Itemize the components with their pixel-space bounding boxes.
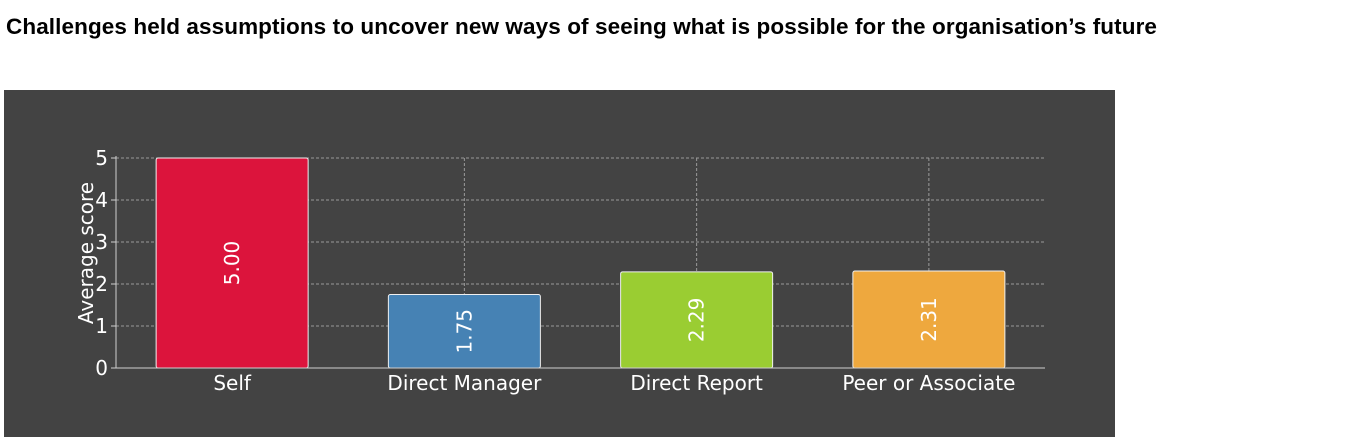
x-tick-label: Direct Report bbox=[630, 371, 763, 395]
data-label: 2.29 bbox=[685, 298, 709, 343]
data-label: 5.00 bbox=[220, 241, 244, 286]
labels: 0 1 2 3 4 5 5.00 Self 1.75 Direct Manager 2.29 Dire… bbox=[74, 146, 1015, 395]
y-tick-label: 3 bbox=[95, 230, 108, 254]
data-label: 1.75 bbox=[452, 309, 476, 354]
data-label: 2.31 bbox=[917, 297, 941, 342]
y-tick-label: 2 bbox=[95, 272, 108, 296]
x-tick-label: Self bbox=[213, 371, 252, 395]
bars bbox=[155, 157, 1006, 369]
y-tick-label: 0 bbox=[95, 356, 108, 380]
y-tick-label: 5 bbox=[95, 146, 108, 170]
x-tick-label: Direct Manager bbox=[387, 371, 542, 395]
x-tick-label: Peer or Associate bbox=[842, 371, 1015, 395]
chart-panel: 0 1 2 3 4 5 5.00 Self 1.75 Direct Manager 2.29 Dire… bbox=[4, 90, 1115, 437]
y-tick-label: 4 bbox=[95, 188, 108, 212]
y-tick-label: 1 bbox=[95, 314, 108, 338]
y-axis-title: Average score bbox=[74, 182, 98, 324]
page-title: Challenges held assumptions to uncover n… bbox=[6, 14, 1158, 39]
axes bbox=[111, 156, 1045, 369]
bar-chart: 0 1 2 3 4 5 5.00 Self 1.75 Direct Manager 2.29 Dire… bbox=[74, 146, 1045, 395]
